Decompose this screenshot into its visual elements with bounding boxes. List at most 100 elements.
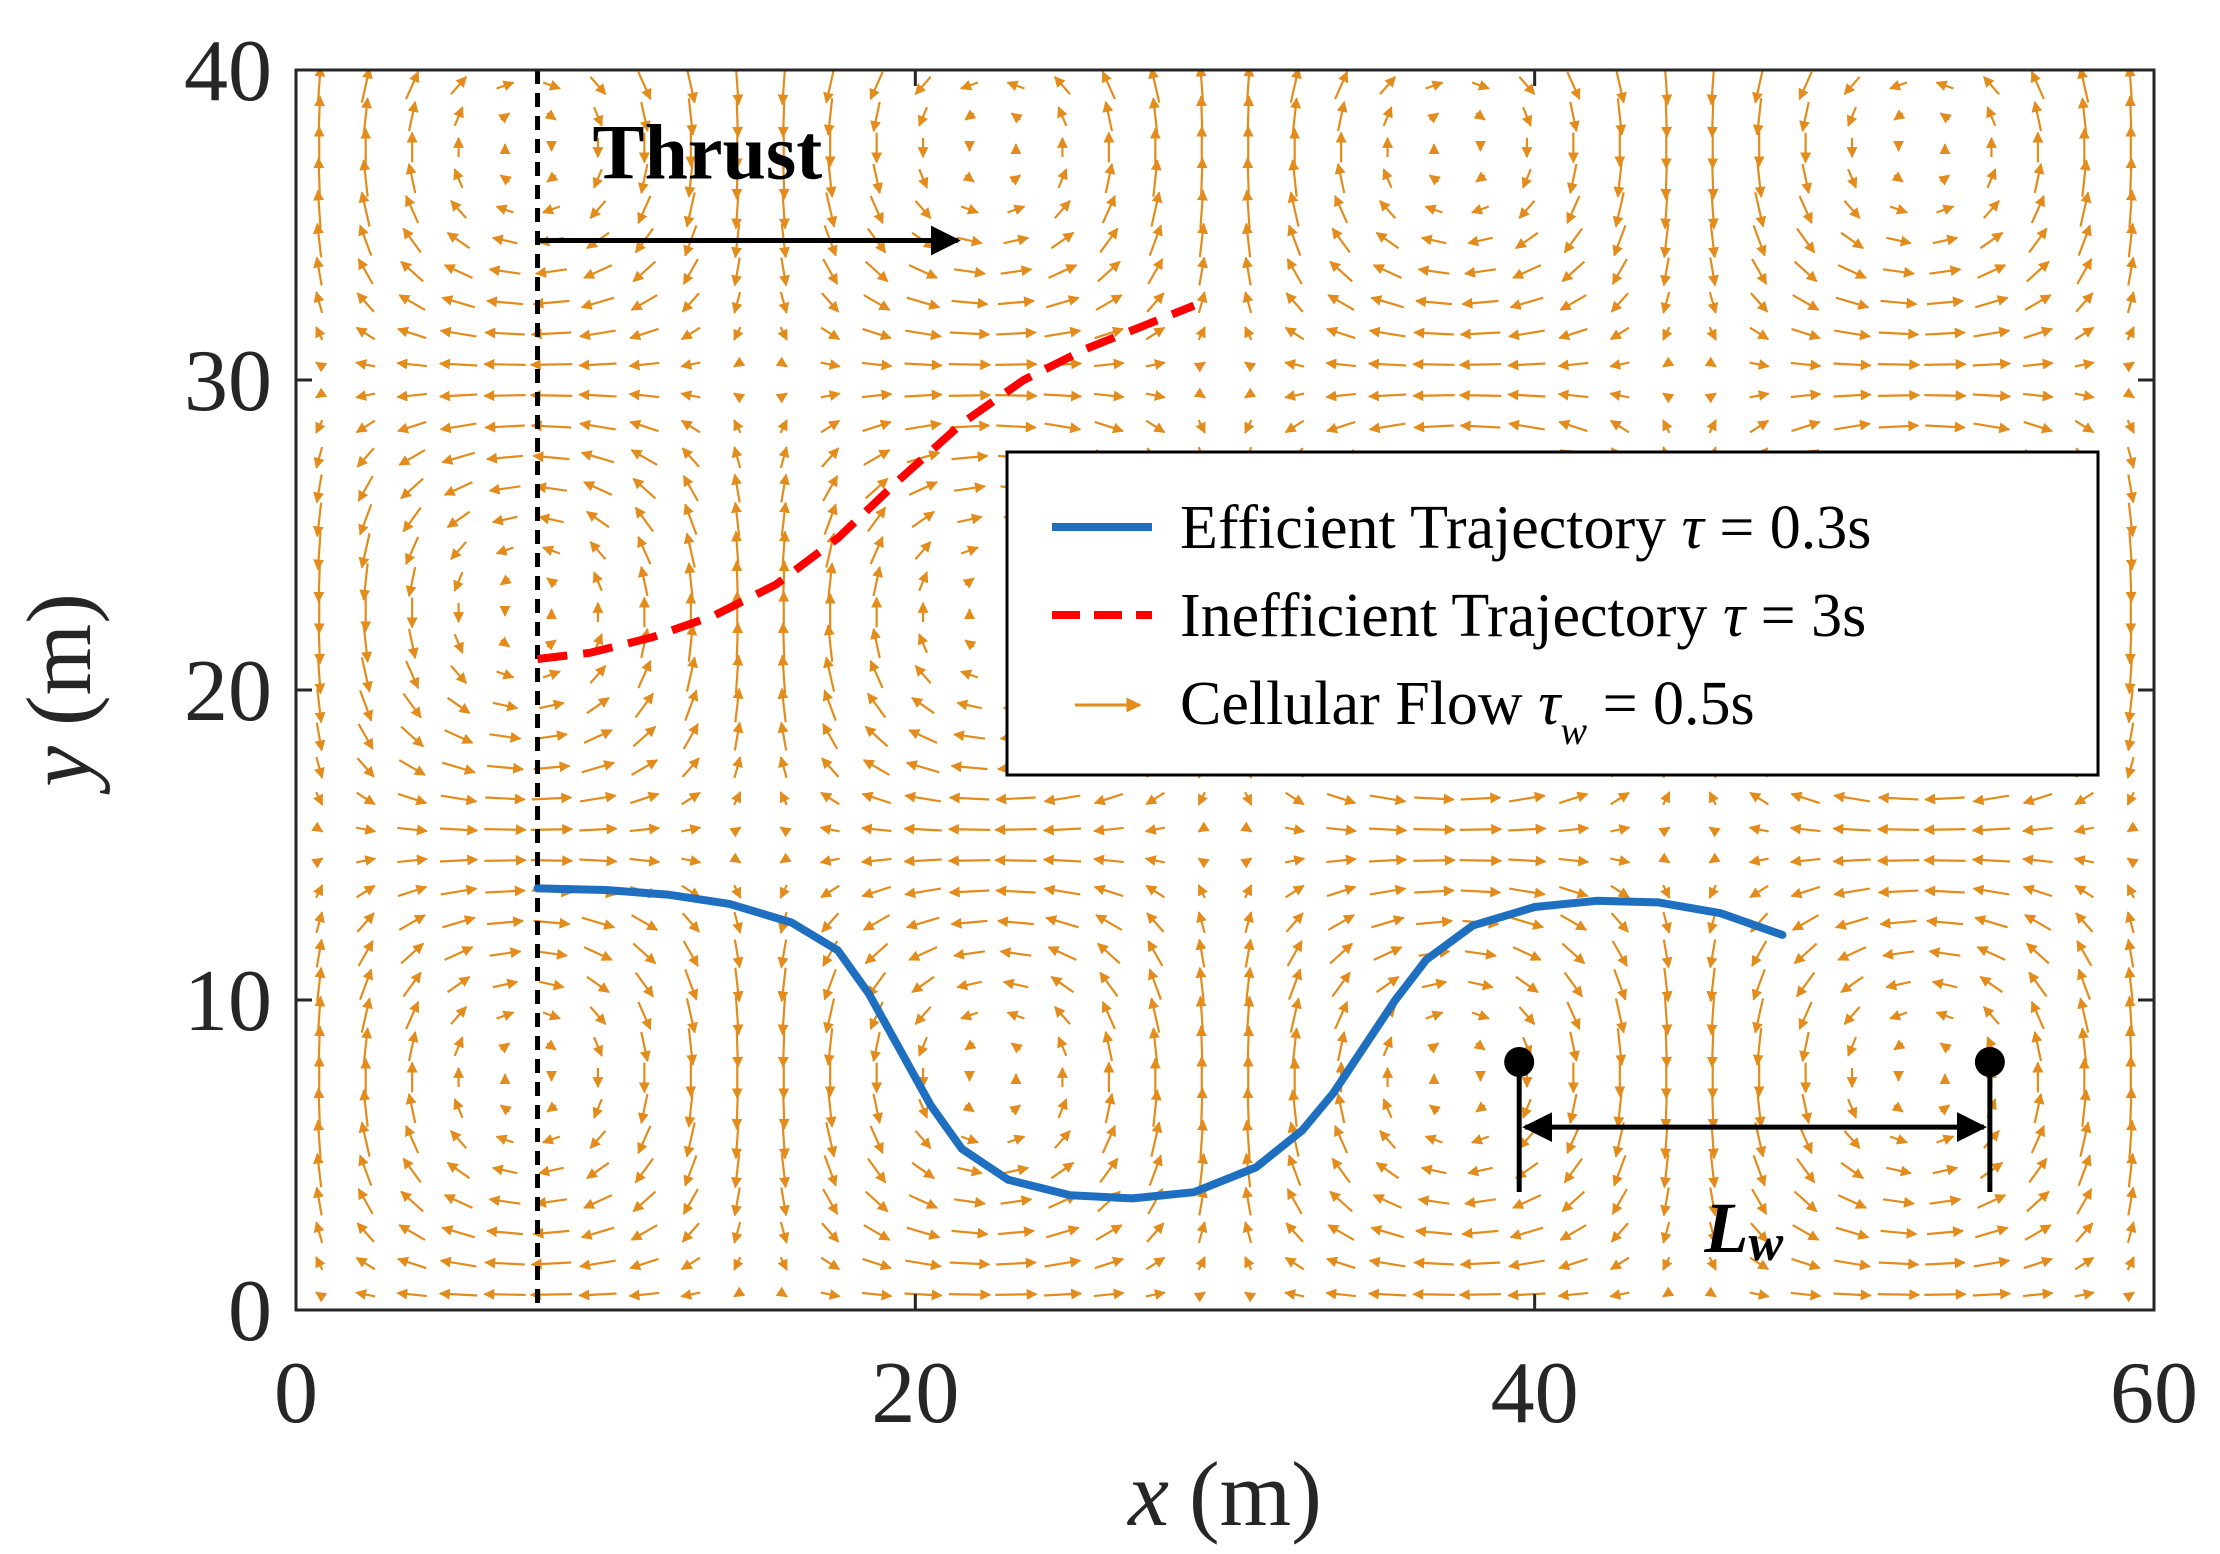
flow-vector-72 [1791, 1257, 1821, 1271]
flow-vector-36 [1972, 1288, 2012, 1300]
flow-vector-207 [637, 1125, 652, 1155]
flow-vector-457 [1097, 942, 1121, 965]
flow-vector-341 [1290, 1027, 1302, 1065]
flow-vector-1054 [953, 482, 987, 494]
flow-vector-213 [914, 1130, 932, 1150]
flow-vector-513 [1834, 916, 1869, 930]
flow-vector-117 [2024, 1224, 2052, 1241]
flow-vector-614 [947, 823, 991, 835]
flow-vector-638 [2073, 824, 2095, 835]
flow-vector-321 [361, 1027, 373, 1065]
flow-vector-1082 [398, 449, 426, 466]
flow-vector-1174 [948, 389, 992, 401]
flow-vector-174 [957, 1165, 983, 1177]
flow-vector-25 [1458, 1289, 1502, 1301]
flow-vector-49 [733, 1256, 744, 1271]
flow-vector-130 [779, 1187, 790, 1217]
flow-vector-631 [1748, 824, 1769, 835]
flow-vector-560 [311, 857, 324, 869]
flow-vector-459 [1195, 938, 1207, 968]
flow-vector-12 [861, 1289, 893, 1301]
flow-vector-843 [453, 633, 464, 654]
y-axis-unit: (m) [8, 593, 110, 726]
flow-vector-114 [1880, 1227, 1918, 1239]
flow-vector-497 [1095, 914, 1123, 931]
flow-vector-590 [1708, 852, 1721, 864]
flow-vector-47 [629, 1257, 659, 1271]
flow-vector-531 [820, 884, 840, 899]
flow-vector-446 [583, 946, 613, 961]
flow-vector-635 [1923, 824, 1966, 836]
flow-vector-1157 [2023, 420, 2054, 434]
flow-vector-809 [732, 654, 744, 694]
x-axis-label: x (m) [1126, 1443, 1322, 1545]
flow-vector-153 [1837, 1194, 1867, 1209]
flow-vector-1004 [491, 514, 518, 526]
x-tick-label-3: 60 [2110, 1345, 2198, 1442]
flow-vector-157 [2026, 1190, 2050, 1213]
flow-vector-432 [1796, 971, 1816, 998]
flow-vector-601 [355, 824, 377, 835]
legend-efficient-suffix: = 0.3s [1704, 494, 1872, 562]
flow-vector-644 [485, 793, 526, 805]
flow-vector-509 [1661, 911, 1672, 934]
flow-vector-22 [1325, 1288, 1357, 1300]
flow-vector-661 [1285, 791, 1305, 806]
flow-vector-199 [2126, 1152, 2138, 1188]
flow-vector-674 [1877, 792, 1919, 804]
flow-vector-406 [586, 975, 610, 994]
flow-vector-598 [2073, 855, 2095, 866]
flow-vector-1138 [1145, 419, 1166, 434]
flow-vector-583 [1368, 854, 1408, 866]
flow-vector-363 [450, 1005, 468, 1025]
flow-vector-759 [2124, 722, 2136, 752]
flow-vector-242 [405, 1092, 417, 1124]
flow-vector-632 [1789, 823, 1821, 835]
flow-vector-965 [542, 545, 561, 556]
flow-vector-115 [1926, 1226, 1965, 1238]
flow-vector-1084 [485, 452, 524, 464]
flow-vector-1154 [1878, 420, 1920, 432]
flow-vector-45 [530, 1258, 572, 1270]
flow-vector-109 [1660, 1221, 1672, 1244]
flow-vector-428 [1613, 968, 1628, 1001]
flow-vector-1169 [733, 392, 746, 404]
flow-vector-156 [1977, 1194, 2007, 1209]
flow-vector-682 [398, 759, 426, 776]
flow-vector-518 [2075, 912, 2094, 933]
flow-vector-1192 [1790, 389, 1822, 401]
flow-vector-802 [405, 660, 420, 690]
flow-vector-50 [777, 1256, 788, 1271]
flow-vector-962 [405, 536, 420, 566]
flow-vector-167 [634, 1157, 654, 1184]
flow-vector-1119 [2125, 446, 2137, 469]
flow-vector-961 [358, 533, 371, 569]
flow-vector-1156 [1973, 422, 2011, 434]
flow-vector-378 [1148, 997, 1161, 1033]
flow-vector-393 [1843, 1006, 1861, 1026]
flow-vector-144 [1417, 1195, 1450, 1207]
flow-vector-332 [870, 1031, 881, 1063]
flow-vector-844 [498, 636, 511, 648]
flow-vector-103 [1370, 1225, 1405, 1239]
flow-vector-27 [1557, 1289, 1589, 1301]
flow-vector-609 [729, 826, 742, 838]
flow-vector-848 [686, 624, 698, 662]
flow-vector-650 [779, 791, 790, 806]
x-axis-variable: x [1126, 1443, 1169, 1545]
flow-vector-1188 [1609, 390, 1630, 401]
flow-vector-63 [1368, 1256, 1406, 1268]
flow-vector-87 [630, 1224, 658, 1241]
flow-vector-57 [1094, 1256, 1125, 1270]
flow-vector-161 [358, 1154, 373, 1187]
legend-efficient-prefix: Efficient Trajectory [1180, 494, 1682, 562]
flow-vector-1234 [1877, 359, 1921, 371]
flow-vector-1178 [1145, 390, 1166, 401]
flow-vector-322 [407, 1030, 419, 1062]
flow-vector-392 [1798, 1001, 1813, 1031]
flow-vector-422 [1331, 971, 1351, 998]
flow-vector-6 [578, 1289, 617, 1301]
flow-vector-1090 [778, 446, 790, 469]
flow-vector-640 [313, 791, 324, 806]
flow-vector-331 [823, 1028, 835, 1066]
